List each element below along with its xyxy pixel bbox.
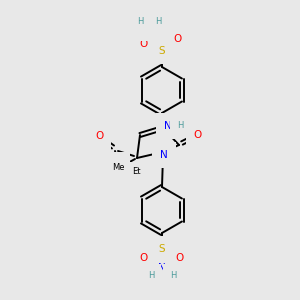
Text: N: N	[158, 263, 166, 273]
Text: H: H	[148, 271, 154, 280]
Text: O: O	[176, 253, 184, 263]
Text: H: H	[177, 122, 183, 130]
Text: Et: Et	[132, 167, 140, 176]
Text: N: N	[164, 121, 172, 131]
Text: Me: Me	[112, 164, 124, 172]
Text: O: O	[139, 39, 147, 49]
Text: O: O	[140, 253, 148, 263]
Text: N: N	[160, 150, 168, 160]
Text: N: N	[145, 23, 153, 33]
Text: S: S	[159, 46, 165, 56]
Text: S: S	[159, 244, 165, 254]
Text: O: O	[194, 130, 202, 140]
Text: O: O	[114, 160, 122, 170]
Text: O: O	[173, 34, 181, 44]
Text: H: H	[170, 271, 176, 280]
Text: H: H	[137, 17, 143, 26]
Text: H: H	[155, 17, 161, 26]
Text: O: O	[95, 131, 103, 141]
